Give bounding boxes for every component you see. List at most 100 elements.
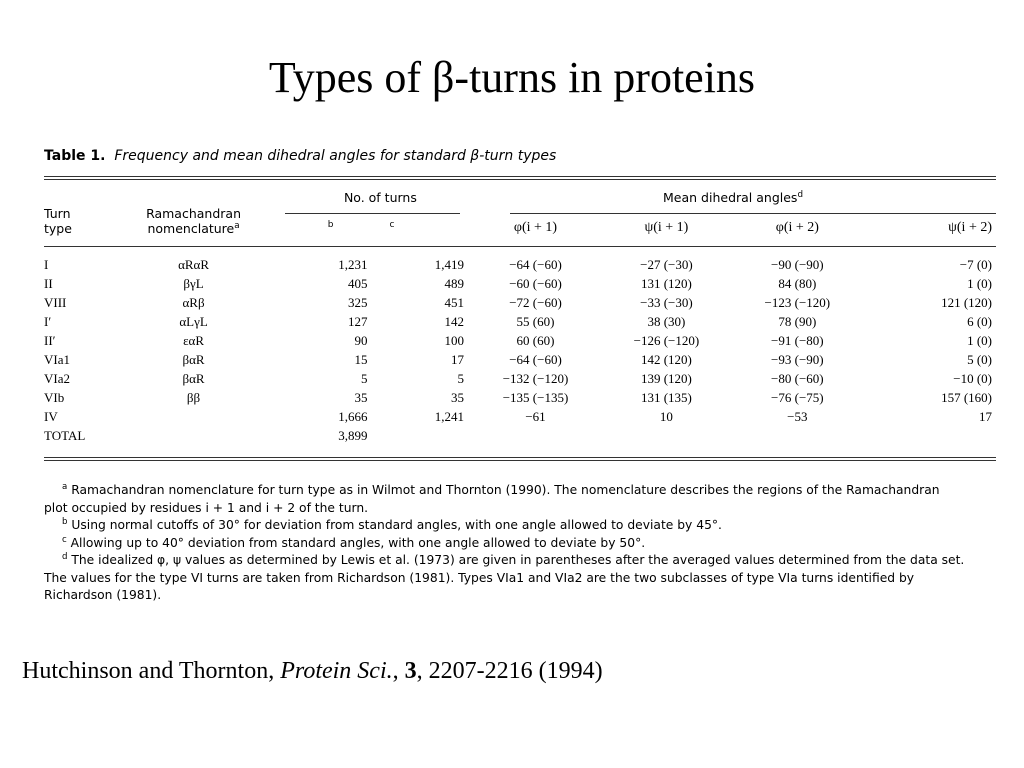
cell-type: VIb xyxy=(44,389,65,405)
cell-phi1: −61 xyxy=(525,408,546,424)
cell-nom: αLγL xyxy=(179,313,208,329)
footnote-d-mark: d xyxy=(62,551,68,562)
table-row: IV 1,666 1,241 −61 10 −53 17 xyxy=(44,407,996,426)
cell-psi1: −27 (−30) xyxy=(640,256,693,272)
header-bottom-rule xyxy=(44,246,996,255)
footnote-d-cont1: The values for the type VI turns are tak… xyxy=(44,570,915,585)
cell-phi2: −90 (−90) xyxy=(771,256,824,272)
cell-psi1: −126 (−120) xyxy=(633,332,700,348)
cell-c: 142 xyxy=(444,313,465,329)
cell-b: 90 xyxy=(354,332,368,348)
cell-type: I xyxy=(44,256,49,272)
table-row: VIa2 βαR 5 5 −132 (−120) 139 (120) −80 (−60) −1… xyxy=(44,369,996,388)
cell-psi2: −10 (0) xyxy=(953,370,992,386)
cell-phi1: −64 (−60) xyxy=(509,256,562,272)
cell-psi1: 139 (120) xyxy=(640,370,692,386)
header-no-of-turns-label: No. of turns xyxy=(343,190,417,205)
cell-c: 100 xyxy=(444,332,465,348)
cell-type: II xyxy=(44,275,53,291)
cell-phi2: −123 (−120) xyxy=(764,294,831,310)
table-1: Table 1. Frequency and mean dihedral ang… xyxy=(44,148,996,461)
cell-type: II′ xyxy=(44,332,56,348)
cell-type: VIII xyxy=(44,294,67,310)
cell-c xyxy=(367,426,470,445)
table-caption: Table 1. Frequency and mean dihedral ang… xyxy=(44,148,996,170)
cell-type: IV xyxy=(44,408,58,424)
cell-phi2 xyxy=(732,426,863,445)
cell-psi1 xyxy=(601,426,732,445)
footnote-b: b Using normal cutoffs of 30° for deviat… xyxy=(44,517,996,535)
cell-psi2: −7 (0) xyxy=(959,256,992,272)
cell-phi1: 55 (60) xyxy=(516,313,555,329)
cell-c: 1,241 xyxy=(434,408,465,424)
header-turn-type-line1: Turn xyxy=(44,206,71,221)
data-table: Turn type Ramachandran nomenclaturea No.… xyxy=(44,180,996,445)
cell-phi2: −93 (−90) xyxy=(771,351,824,367)
cell-psi2: 6 (0) xyxy=(967,313,992,329)
table-row: I′ αLγL 127 142 55 (60) 38 (30) 78 (90) 6 (0) xyxy=(44,312,996,331)
footnote-b-text: Using normal cutoffs of 30° for deviatio… xyxy=(67,518,722,532)
cell-phi2: −91 (−80) xyxy=(771,332,824,348)
cell-nom xyxy=(126,407,261,426)
table-row: II′ εαR 90 100 60 (60) −126 (−120) −91 (−80) 1 … xyxy=(44,331,996,350)
cell-phi1: −64 (−60) xyxy=(509,351,562,367)
cell-phi2: −80 (−60) xyxy=(771,370,824,386)
cell-nom: αRβ xyxy=(182,294,205,310)
header-mean-dihedral-sup: d xyxy=(797,189,804,200)
cell-b: 127 xyxy=(347,313,368,329)
citation-journal: Protein Sci. xyxy=(280,658,393,684)
table-row: VIa1 βαR 15 17 −64 (−60) 142 (120) −93 (−90) 5 … xyxy=(44,350,996,369)
cell-nom: ββ xyxy=(186,389,201,405)
header-no-of-turns-rule xyxy=(284,213,461,214)
header-ramachandran: Ramachandran nomenclaturea xyxy=(126,180,261,247)
cell-nom: βγL xyxy=(183,275,204,291)
footnote-d-text: The idealized φ, ψ values as determined … xyxy=(67,553,965,567)
cell-b: 1,231 xyxy=(338,256,368,272)
footnote-b-mark: b xyxy=(62,516,68,527)
table-row: TOTAL 3,899 xyxy=(44,426,996,445)
cell-psi2: 1 (0) xyxy=(967,275,992,291)
cell-b: 325 xyxy=(347,294,368,310)
cell-phi1: −72 (−60) xyxy=(509,294,562,310)
citation-pages-year: , 2207-2216 (1994) xyxy=(416,658,603,684)
cell-nom: βαR xyxy=(182,370,205,386)
header-phi2: φ(i + 2) xyxy=(775,220,819,235)
table-bottom-rule xyxy=(44,457,996,461)
cell-phi1 xyxy=(470,426,601,445)
table-row: VIII αRβ 325 451 −72 (−60) −33 (−30) −123 (−12… xyxy=(44,293,996,312)
header-phi1: φ(i + 1) xyxy=(513,220,558,235)
slide-title: Types of β-turns in proteins xyxy=(268,53,756,102)
cell-phi2: 78 (90) xyxy=(778,313,817,329)
citation-authors: Hutchinson and Thornton, xyxy=(22,658,281,684)
header-mean-dihedral-text: Mean dihedral angles xyxy=(663,190,798,205)
header-psi1: ψ(i + 1) xyxy=(644,220,689,235)
table-label: Table 1. xyxy=(44,148,106,164)
citation: Hutchinson and Thornton, Protein Sci., 3… xyxy=(22,658,603,685)
cell-c: 5 xyxy=(457,370,465,386)
cell-psi1: 38 (30) xyxy=(647,313,686,329)
cell-b: 1,666 xyxy=(338,408,368,424)
header-turn-type: Turn type xyxy=(44,180,126,247)
cell-psi2: 1 (0) xyxy=(967,332,992,348)
cell-b: 3,899 xyxy=(338,427,368,443)
header-ramachandran-sup: a xyxy=(234,220,240,231)
header-no-of-turns: No. of turns xyxy=(261,180,470,220)
table-footnotes: a Ramachandran nomenclature for turn typ… xyxy=(44,482,996,605)
footnote-a: a Ramachandran nomenclature for turn typ… xyxy=(44,482,996,500)
header-mean-dihedral-rule xyxy=(510,213,996,214)
footnote-a-mark: a xyxy=(62,481,68,492)
footnote-c: c Allowing up to 40° deviation from stan… xyxy=(44,535,996,553)
footnote-c-mark: c xyxy=(62,534,67,545)
cell-phi2: −76 (−75) xyxy=(771,389,824,405)
footnote-d: d The idealized φ, ψ values as determine… xyxy=(44,552,996,570)
header-psi2: ψ(i + 2) xyxy=(948,220,992,235)
citation-volume: 3 xyxy=(404,658,417,684)
cell-c: 35 xyxy=(451,389,465,405)
cell-type: I′ xyxy=(44,313,52,329)
table-top-rule xyxy=(44,176,996,180)
cell-c: 1,419 xyxy=(434,256,465,272)
header-sub-b: b xyxy=(327,220,334,230)
footnote-a-text: Ramachandran nomenclature for turn type … xyxy=(67,483,940,497)
cell-phi1: −135 (−135) xyxy=(502,389,569,405)
